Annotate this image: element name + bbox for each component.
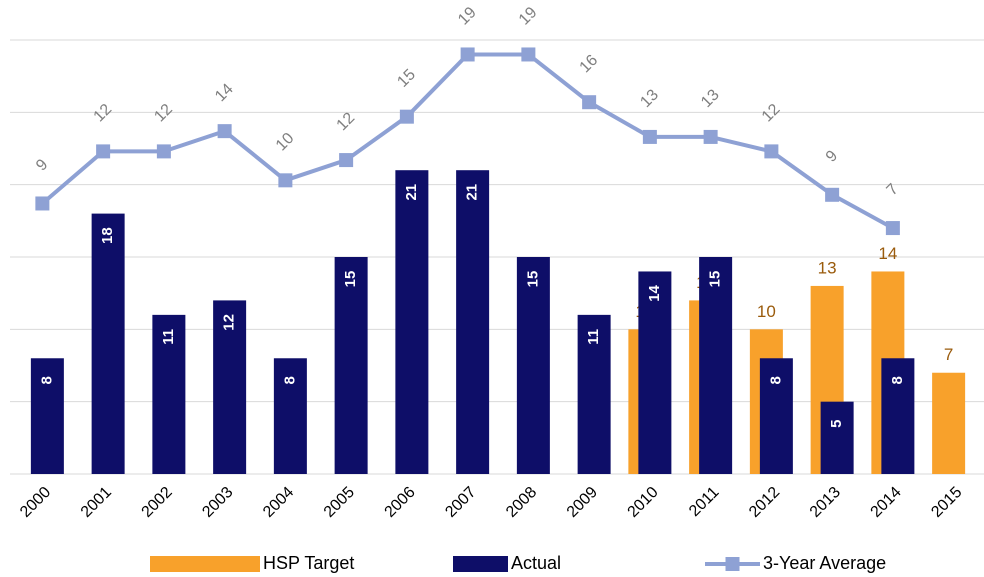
data-label: 8	[38, 376, 55, 384]
data-label: 15	[707, 271, 724, 288]
x-tick-label: 2009	[564, 484, 601, 521]
bar	[881, 358, 915, 474]
data-label: 14	[646, 284, 663, 301]
line-marker	[885, 221, 900, 236]
data-label: 9	[33, 156, 51, 174]
data-label: 14	[878, 244, 897, 263]
x-tick-label: 2001	[78, 484, 115, 521]
bar	[213, 300, 247, 474]
line-marker	[96, 144, 111, 159]
data-label: 12	[334, 110, 359, 135]
line-marker	[399, 109, 414, 124]
bar	[932, 372, 966, 474]
data-label: 14	[212, 81, 237, 106]
data-label: 18	[99, 227, 116, 244]
x-tick-label: 2004	[260, 484, 297, 521]
bar	[273, 358, 307, 474]
bar	[516, 257, 550, 474]
data-label: 8	[281, 376, 298, 384]
legend-swatch	[453, 556, 508, 572]
legend-swatch	[150, 556, 260, 572]
data-label: 15	[394, 66, 419, 91]
x-tick-label: 2008	[503, 484, 540, 521]
bar	[30, 358, 64, 474]
data-label: 13	[698, 86, 723, 111]
data-label: 16	[577, 52, 602, 77]
bar	[395, 170, 429, 474]
data-label: 12	[759, 101, 784, 126]
data-label: 19	[455, 4, 480, 29]
line-marker	[703, 129, 718, 144]
x-tick-label: 2015	[928, 484, 965, 521]
bar	[759, 358, 793, 474]
data-label: 9	[823, 147, 841, 165]
data-label: 13	[818, 258, 837, 277]
data-label: 8	[767, 376, 784, 384]
data-label: 21	[464, 184, 481, 201]
line-marker	[825, 187, 840, 202]
data-label: 10	[757, 302, 776, 321]
bar	[577, 314, 611, 474]
data-label: 11	[585, 329, 602, 345]
data-label: 8	[889, 376, 906, 384]
line-marker	[35, 196, 50, 211]
line-marker	[582, 95, 597, 110]
bar	[456, 170, 490, 474]
x-tick-label: 2003	[199, 484, 236, 521]
x-tick-label: 2006	[381, 484, 418, 521]
data-label: 15	[524, 271, 541, 288]
x-tick-label: 2011	[686, 484, 722, 520]
x-tick-label: 2013	[807, 484, 844, 521]
legend-label: Actual	[511, 553, 561, 573]
x-tick-label: 2007	[442, 484, 479, 521]
line-marker	[156, 144, 171, 159]
data-label: 12	[91, 101, 116, 126]
line-marker	[339, 153, 354, 168]
line-marker	[521, 47, 536, 62]
x-tick-label: 2000	[17, 484, 54, 521]
line-marker	[460, 47, 475, 62]
data-label: 12	[151, 101, 176, 126]
x-tick-label: 2005	[321, 484, 358, 521]
data-label: 15	[342, 271, 359, 288]
data-label: 19	[516, 4, 541, 29]
line-marker	[278, 173, 293, 188]
legend-swatch	[725, 557, 740, 571]
data-label: 7	[944, 345, 953, 364]
data-label: 21	[403, 184, 420, 201]
x-tick-label: 2012	[746, 484, 783, 521]
bar	[638, 271, 672, 474]
line-marker	[764, 144, 779, 159]
bar	[91, 213, 125, 474]
data-label: 7	[884, 181, 902, 199]
x-tick-label: 2002	[138, 484, 175, 521]
data-label: 10	[273, 130, 298, 155]
data-label: 12	[221, 314, 238, 331]
line-marker	[217, 124, 232, 139]
line-marker	[642, 129, 657, 144]
bar	[820, 401, 854, 474]
x-tick-label: 2014	[867, 484, 904, 521]
bar	[334, 257, 368, 474]
bar	[152, 314, 186, 474]
data-label: 13	[637, 86, 662, 111]
data-label: 11	[160, 329, 177, 345]
data-label: 5	[828, 419, 845, 427]
legend-label: HSP Target	[263, 553, 354, 573]
bar	[699, 257, 733, 474]
x-tick-label: 2010	[624, 484, 661, 521]
legend-label: 3-Year Average	[763, 553, 886, 573]
